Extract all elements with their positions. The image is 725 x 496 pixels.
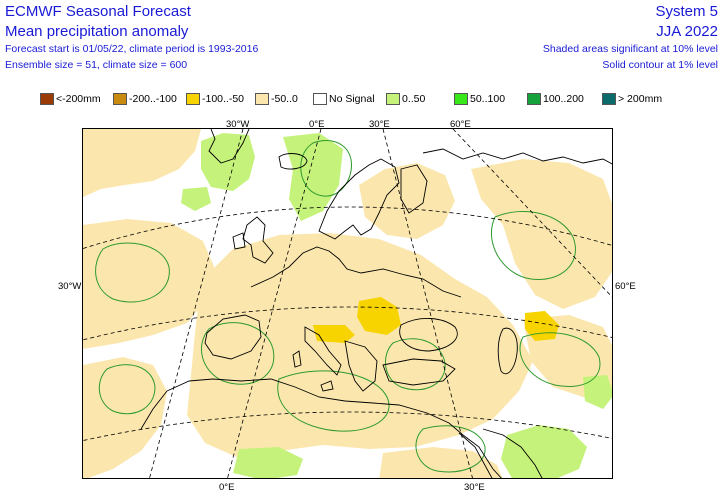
coast-sicily-sardinia xyxy=(292,350,334,392)
coast-scandinavia xyxy=(318,158,400,240)
wet-area-iceland xyxy=(181,187,211,211)
wet-area-far-east xyxy=(583,375,612,409)
map-frame xyxy=(82,128,613,479)
strong-dry-area-alps xyxy=(313,325,355,343)
legend-swatch xyxy=(40,93,54,105)
dry-area-russia xyxy=(471,159,612,309)
graticule xyxy=(83,129,612,478)
coast-italy xyxy=(304,326,342,376)
strong-dry-area-central-europe xyxy=(357,297,401,335)
legend-label: No Signal xyxy=(329,93,375,105)
strong-dry-area-russia xyxy=(525,311,559,341)
dry-area-south-atlantic xyxy=(83,357,167,478)
contour-africa xyxy=(415,425,486,473)
dry-area-atlantic-west xyxy=(83,219,215,349)
coast-balkans-greece xyxy=(344,340,378,392)
contour-atlantic xyxy=(95,242,170,303)
wet-area-greenland xyxy=(201,133,255,191)
contour-russia xyxy=(490,210,576,280)
map-label-0e-bottom: 0°E xyxy=(219,482,235,493)
legend-label: 0..50 xyxy=(402,93,426,105)
map-label-30e-bottom: 30°E xyxy=(464,482,485,493)
legend-swatch xyxy=(313,93,327,105)
significance-contours xyxy=(95,140,601,473)
map-label-0e-top: 0°E xyxy=(309,119,325,130)
contour-note: Solid contour at 1% level xyxy=(602,59,718,71)
coast-arabia xyxy=(482,428,543,478)
legend-label: 50..100 xyxy=(470,93,506,105)
coast-iberia xyxy=(204,314,262,360)
legend-swatch xyxy=(386,93,400,105)
map-label-60e-top: 60°E xyxy=(450,119,471,130)
season-label: JJA 2022 xyxy=(656,23,718,40)
contour-mid-atlantic xyxy=(98,364,156,415)
chart-subtitle: Mean precipitation anomaly xyxy=(5,23,189,40)
coast-black-sea xyxy=(399,318,458,352)
parallel-60n xyxy=(83,206,612,249)
map-label-30w-left: 30°W xyxy=(58,281,82,292)
coast-turkey xyxy=(382,358,456,386)
coast-north-africa xyxy=(166,378,502,478)
anomaly-dry-strong-areas xyxy=(313,297,559,343)
anomaly-wet-areas xyxy=(181,133,612,478)
meridian-0e xyxy=(227,129,322,478)
legend-swatch xyxy=(527,93,541,105)
legend-swatch xyxy=(113,93,127,105)
wet-area-southwest-russia xyxy=(501,425,587,478)
coast-red-sea xyxy=(458,432,493,478)
coast-british-isles xyxy=(232,216,274,264)
parallel-45n xyxy=(83,306,612,341)
contour-balkans xyxy=(385,338,446,391)
forecast-info: Forecast start is 01/05/22, climate peri… xyxy=(5,43,259,55)
coastlines xyxy=(140,129,612,478)
parallel-30n xyxy=(83,411,612,441)
coast-caspian xyxy=(497,327,518,375)
dry-area-europe-africa xyxy=(187,233,533,459)
map-label-30w-top: 30°W xyxy=(226,119,250,130)
wet-area-norwegian-sea xyxy=(283,133,343,221)
coast-finland xyxy=(400,164,428,214)
legend-swatch xyxy=(454,93,468,105)
legend-label: -200..-100 xyxy=(129,93,177,105)
shaded-note: Shaded areas significant at 10% level xyxy=(542,43,718,55)
coast-europe-west xyxy=(250,246,462,298)
legend-swatch xyxy=(186,93,200,105)
legend-label: > 200mm xyxy=(618,93,663,105)
dry-area-north-atlantic xyxy=(83,129,201,197)
contour-iberia xyxy=(201,322,275,385)
contour-mediterranean xyxy=(277,370,390,432)
map-label-30e-top: 30°E xyxy=(369,119,390,130)
legend-swatch xyxy=(602,93,616,105)
contour-east xyxy=(519,332,601,387)
system-label: System 5 xyxy=(655,3,718,20)
meridian-30w xyxy=(149,129,244,478)
wet-area-north-africa xyxy=(233,447,303,478)
dry-area-bottom-africa xyxy=(379,447,503,478)
coast-greenland xyxy=(208,129,250,164)
legend-label: -100..-50 xyxy=(202,93,245,105)
coast-iberia-africa-west xyxy=(140,390,168,430)
coast-iceland xyxy=(278,153,308,170)
legend-label: -50..0 xyxy=(271,93,298,105)
map-canvas xyxy=(83,129,612,478)
ensemble-info: Ensemble size = 51, climate size = 600 xyxy=(5,59,188,71)
map-label-60e-right: 60°E xyxy=(615,281,636,292)
anomaly-dry-areas xyxy=(83,129,612,478)
meridian-30e xyxy=(382,129,473,478)
legend-label: <-200mm xyxy=(56,93,101,105)
dry-area-scandinavia xyxy=(359,163,455,239)
legend-swatch xyxy=(255,93,269,105)
chart-title: ECMWF Seasonal Forecast xyxy=(5,3,191,20)
legend-label: 100..200 xyxy=(543,93,584,105)
coast-russia-arctic xyxy=(422,148,612,165)
